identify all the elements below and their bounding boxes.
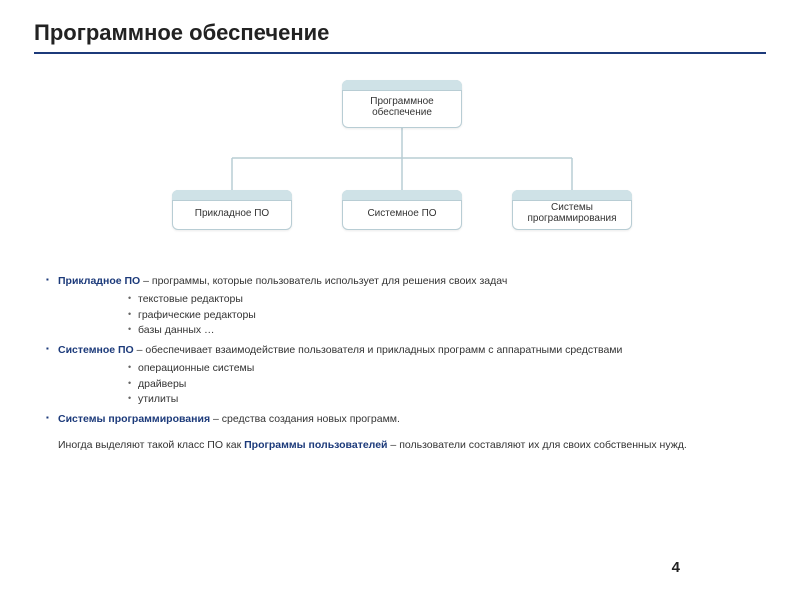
node-child3: Системы программирования [512, 190, 632, 230]
term-label: Прикладное ПО [58, 275, 140, 287]
hierarchy-diagram: Программное обеспечение Прикладное ПО Си… [34, 72, 766, 262]
slide: Программное обеспечение Программное обес… [0, 0, 800, 464]
term-description: – программы, которые пользователь исполь… [140, 275, 507, 287]
list-item: Системное ПО – обеспечивает взаимодейств… [46, 343, 766, 408]
sub-list: операционные системыдрайверыутилиты [58, 361, 766, 408]
node-root: Программное обеспечение [342, 80, 462, 128]
sub-list-item: драйверы [128, 377, 766, 393]
sub-list-item: графические редакторы [128, 308, 766, 324]
node-label: Системное ПО [367, 208, 436, 219]
sub-list: текстовые редакторыграфические редакторы… [58, 292, 766, 339]
node-label: Системы программирования [517, 202, 627, 224]
page-title: Программное обеспечение [34, 20, 766, 54]
bullet-list: Прикладное ПО – программы, которые польз… [34, 274, 766, 428]
footnote-text: Иногда выделяют такой класс ПО как Прогр… [34, 438, 766, 454]
sub-list-item: утилиты [128, 392, 766, 408]
term-description: – средства создания новых программ. [210, 413, 400, 425]
node-label: Прикладное ПО [195, 208, 269, 219]
list-item: Прикладное ПО – программы, которые польз… [46, 274, 766, 339]
sub-list-item: базы данных … [128, 323, 766, 339]
term-description: – обеспечивает взаимодействие пользовате… [134, 344, 623, 356]
node-label: Программное обеспечение [347, 96, 457, 118]
footnote-post: – пользователи составляют их для своих с… [388, 439, 687, 451]
content-body: Прикладное ПО – программы, которые польз… [34, 274, 766, 454]
footnote-pre: Иногда выделяют такой класс ПО как [58, 439, 244, 451]
term-label: Системное ПО [58, 344, 134, 356]
list-item: Системы программирования – средства созд… [46, 412, 766, 428]
page-number: 4 [672, 559, 680, 576]
node-child1: Прикладное ПО [172, 190, 292, 230]
sub-list-item: текстовые редакторы [128, 292, 766, 308]
footnote-term: Программы пользователей [244, 439, 387, 451]
sub-list-item: операционные системы [128, 361, 766, 377]
term-label: Системы программирования [58, 413, 210, 425]
node-child2: Системное ПО [342, 190, 462, 230]
